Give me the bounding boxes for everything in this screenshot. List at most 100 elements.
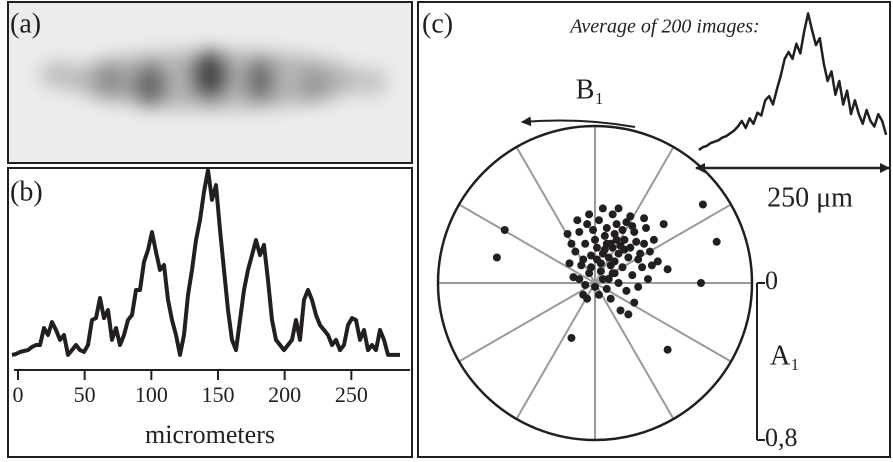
x-tick-label: 150 xyxy=(202,382,235,407)
scatter-point xyxy=(618,263,627,272)
scatter-point xyxy=(612,220,621,229)
scatter-point xyxy=(663,345,672,354)
spoke xyxy=(594,282,675,420)
x-tick-label: 50 xyxy=(74,382,96,407)
scatter-point xyxy=(618,226,627,235)
scatter-point xyxy=(614,204,623,213)
scatter-point xyxy=(602,224,611,233)
panel-c-frame xyxy=(417,1,891,458)
scatter-point xyxy=(620,245,629,254)
x-axis-label: micrometers xyxy=(145,420,275,449)
scatter-point xyxy=(634,282,643,291)
x-tick-label: 250 xyxy=(335,382,368,407)
scatter-point xyxy=(622,218,631,227)
scale-bar-label: 250 μm xyxy=(767,182,853,213)
scatter-point xyxy=(565,259,574,268)
scatter-point xyxy=(630,298,639,307)
scatter-point xyxy=(610,257,619,266)
panel-label: (b) xyxy=(10,176,43,207)
scatter-point xyxy=(638,263,647,272)
scatter-point xyxy=(567,333,576,342)
scatter-point xyxy=(642,224,651,233)
spoke xyxy=(594,146,675,284)
scatter-point xyxy=(573,216,582,225)
scatter-point xyxy=(563,229,572,238)
radial-tick-label: 0 xyxy=(765,266,778,295)
angle-arrow xyxy=(521,116,636,128)
scatter-point xyxy=(604,253,613,262)
panel-label: (c) xyxy=(422,8,453,39)
inset-title: Average of 200 images: xyxy=(568,16,759,38)
scatter-point xyxy=(583,220,592,229)
polar-boundary xyxy=(436,124,754,442)
scatter-point xyxy=(598,249,607,258)
spoke xyxy=(458,203,596,284)
scatter-point xyxy=(628,271,637,280)
scatter-point xyxy=(594,216,603,225)
scatter-point xyxy=(626,212,635,221)
panel-label: (a) xyxy=(10,8,41,39)
scatter-point xyxy=(616,306,625,315)
scatter-point xyxy=(712,237,721,246)
scatter-point xyxy=(600,231,609,240)
scatter-point xyxy=(581,280,590,289)
scatter-point xyxy=(663,265,672,274)
scatter-point xyxy=(649,235,658,244)
scatter-point xyxy=(594,290,603,299)
scatter-point xyxy=(645,247,654,256)
scatter-point xyxy=(596,267,605,276)
scatter-point xyxy=(643,275,652,284)
scatter-point xyxy=(698,200,707,209)
x-tick-label: 200 xyxy=(268,382,301,407)
scatter-point xyxy=(653,257,662,266)
x-tick-label: 100 xyxy=(135,382,168,407)
spoke xyxy=(515,282,596,420)
spoke xyxy=(458,282,596,363)
scatter-point xyxy=(624,310,633,319)
scatter-point xyxy=(575,275,584,284)
scatter-point xyxy=(581,239,590,248)
scatter-point xyxy=(598,204,607,213)
profile-line xyxy=(11,168,400,357)
radial-tick-label: 0,8 xyxy=(765,423,798,452)
angular-label: B₁ xyxy=(576,74,604,105)
scatter-point xyxy=(602,284,611,293)
scatter-point xyxy=(640,214,649,223)
scatter-point xyxy=(608,210,617,219)
scatter-point xyxy=(659,220,668,229)
x-tick-label: 0 xyxy=(13,382,24,407)
scatter-point xyxy=(575,227,584,236)
scatter-point xyxy=(624,253,633,262)
scatter-point xyxy=(598,275,607,284)
scatter-point xyxy=(622,286,631,295)
scatter-point xyxy=(589,226,598,235)
scatter-point xyxy=(492,253,501,262)
scatter-point xyxy=(571,247,580,256)
scatter-point xyxy=(608,243,617,252)
scatter-point xyxy=(632,237,641,246)
scatter-point xyxy=(591,282,599,291)
scatter-point xyxy=(628,222,637,231)
scatter-point xyxy=(647,261,656,270)
spoke xyxy=(594,203,732,284)
average-line xyxy=(698,12,888,152)
scatter-point xyxy=(591,235,599,244)
scatter-point xyxy=(636,249,645,258)
scatter-point xyxy=(579,290,588,299)
scatter-point xyxy=(696,279,705,287)
scatter-point xyxy=(592,243,601,252)
scatter-point xyxy=(612,235,621,244)
scatter-point xyxy=(500,226,509,235)
scatter-point xyxy=(640,239,649,248)
scatter-point xyxy=(567,239,576,248)
scatter-point xyxy=(604,275,613,284)
scatter-point xyxy=(614,279,623,287)
scatter-point xyxy=(620,235,629,244)
microscope-image xyxy=(40,50,388,110)
scatter-point xyxy=(602,239,611,248)
spoke xyxy=(594,282,732,363)
scatter-point xyxy=(585,210,594,219)
panel-b-frame xyxy=(7,167,413,458)
